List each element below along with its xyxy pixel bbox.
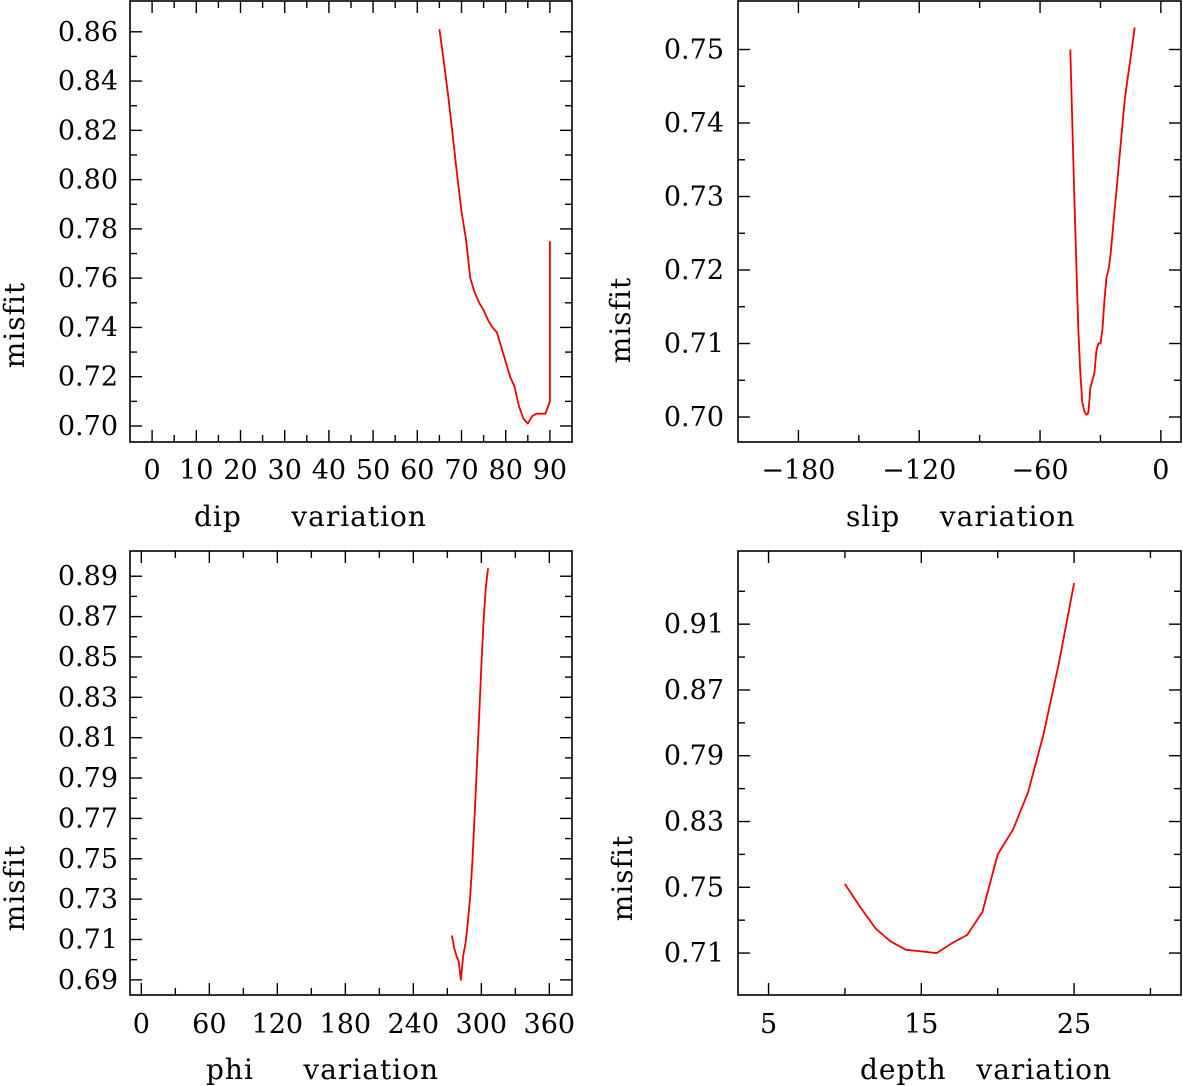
slip-x-tick-label: −180 [761,455,835,486]
slip-panel: −180 −120 −60 0 0.70 0.71 0.72 0.73 0.74 0.75 sl… [604,0,1182,533]
dip-y-tick-label: 0.78 [58,214,118,245]
dip-y-tick-label: 0.74 [58,312,118,343]
dip-x-tick-label: 80 [489,455,523,486]
dip-y-tick-label: 0.82 [58,115,118,146]
slip-y-tick-labels: 0.70 0.71 0.72 0.73 0.74 0.75 [664,35,724,434]
phi-x-tick-label: 300 [456,1009,508,1040]
dip-y-tick-labels: 0.70 0.72 0.74 0.76 0.78 0.80 0.82 0.84 0.86 [58,17,118,442]
dip-x-tick-label: 50 [356,455,390,486]
dip-x-tick-label: 10 [179,455,213,486]
slip-y-tick-label: 0.71 [664,329,724,360]
phi-x-tick-label: 180 [320,1009,372,1040]
slip-y-tick-label: 0.70 [664,402,724,433]
dip-y-tick-label: 0.86 [58,17,118,48]
phi-y-tick-label: 0.87 [58,602,118,633]
phi-y-tick-label: 0.81 [58,723,118,754]
dip-y-tick-label: 0.76 [58,263,118,294]
dip-x-tick-label: 0 [144,455,161,486]
dip-y-tick-label: 0.70 [58,411,118,442]
depth-misfit-line [844,582,1075,954]
depth-y-tick-label: 0.79 [664,741,724,772]
phi-plot-frame [129,550,573,996]
dip-x-axis-title: dip variation [194,500,427,533]
phi-y-tick-label: 0.75 [58,844,118,875]
phi-y-tick-label: 0.69 [58,965,118,996]
depth-y-tick-label: 0.71 [664,938,724,969]
slip-ticks [738,1,1181,442]
slip-x-tick-label: 0 [1152,455,1169,486]
slip-x-tick-label: −120 [882,455,956,486]
dip-x-tick-label: 30 [268,455,302,486]
phi-y-tick-label: 0.73 [58,884,118,915]
slip-misfit-line [1069,27,1136,416]
phi-x-axis-title: phi variation [206,1053,439,1086]
depth-x-tick-label: 5 [760,1009,777,1040]
phi-y-tick-label: 0.79 [58,763,118,794]
depth-y-tick-labels: 0.71 0.75 0.83 0.79 0.87 0.91 [664,609,724,969]
dip-x-tick-label: 40 [312,455,346,486]
dip-y-axis-title: misfit [0,282,31,368]
dip-y-tick-label: 0.80 [58,165,118,196]
phi-x-tick-label: 360 [524,1009,576,1040]
phi-x-tick-label: 240 [388,1009,440,1040]
phi-y-tick-label: 0.89 [58,561,118,592]
dip-y-tick-label: 0.84 [58,66,118,97]
slip-x-tick-label: −60 [1012,455,1069,486]
phi-x-tick-label: 120 [252,1009,304,1040]
dip-panel: 0 10 20 30 40 50 60 70 80 90 0.70 0.72 0.74 0.76 0.78… [0,0,573,533]
depth-x-axis-title: depth variation [860,1053,1112,1086]
phi-x-tick-label: 60 [192,1009,226,1040]
dip-x-tick-label: 70 [444,455,478,486]
dip-x-tick-label: 90 [533,455,567,486]
depth-x-tick-labels: 5 15 25 [760,1009,1091,1040]
depth-y-tick-label: 0.91 [664,609,724,640]
depth-y-tick-label: 0.75 [664,872,724,903]
depth-x-tick-label: 15 [904,1009,938,1040]
phi-y-tick-label: 0.83 [58,682,118,713]
slip-x-tick-labels: −180 −120 −60 0 [761,455,1169,486]
phi-ticks [130,551,572,995]
phi-y-tick-label: 0.71 [58,925,118,956]
dip-misfit-line [438,29,551,425]
slip-y-tick-label: 0.75 [664,35,724,66]
dip-x-tick-label: 60 [400,455,434,486]
dip-x-tick-labels: 0 10 20 30 40 50 60 70 80 90 [144,455,568,486]
phi-x-tick-labels: 0 60 120 180 240 300 360 [133,1009,575,1040]
depth-x-tick-label: 25 [1057,1009,1091,1040]
dip-y-tick-label: 0.72 [58,362,118,393]
phi-y-tick-labels: 0.69 0.71 0.73 0.75 0.77 0.79 0.81 0.83 0.85 0.87… [58,561,118,996]
phi-y-tick-label: 0.85 [58,642,118,673]
phi-panel: 0 60 120 180 240 300 360 0.690.710.730.750.770… [0,550,575,1086]
depth-panel: 5 15 25 0.71 0.75 0.83 0.79 0.87 0.91 depth var… [606,550,1182,1086]
slip-plot-frame [737,0,1182,443]
depth-plot-frame [737,550,1182,996]
depth-ticks [738,551,1181,995]
dip-ticks [130,1,572,442]
phi-y-axis-title: misfit [0,845,31,931]
slip-y-tick-label: 0.73 [664,182,724,213]
phi-misfit-line [451,568,489,981]
slip-x-axis-title: slip variation [846,500,1075,533]
slip-y-tick-label: 0.72 [664,255,724,286]
phi-y-tick-label: 0.77 [58,803,118,834]
depth-y-tick-label: 0.83 [664,807,724,838]
depth-y-tick-label: 0.87 [664,675,724,706]
slip-y-axis-title: misfit [604,277,637,363]
dip-x-tick-label: 20 [223,455,257,486]
slip-y-tick-label: 0.74 [664,108,724,139]
phi-x-tick-label: 0 [133,1009,150,1040]
depth-y-axis-title: misfit [606,835,639,921]
